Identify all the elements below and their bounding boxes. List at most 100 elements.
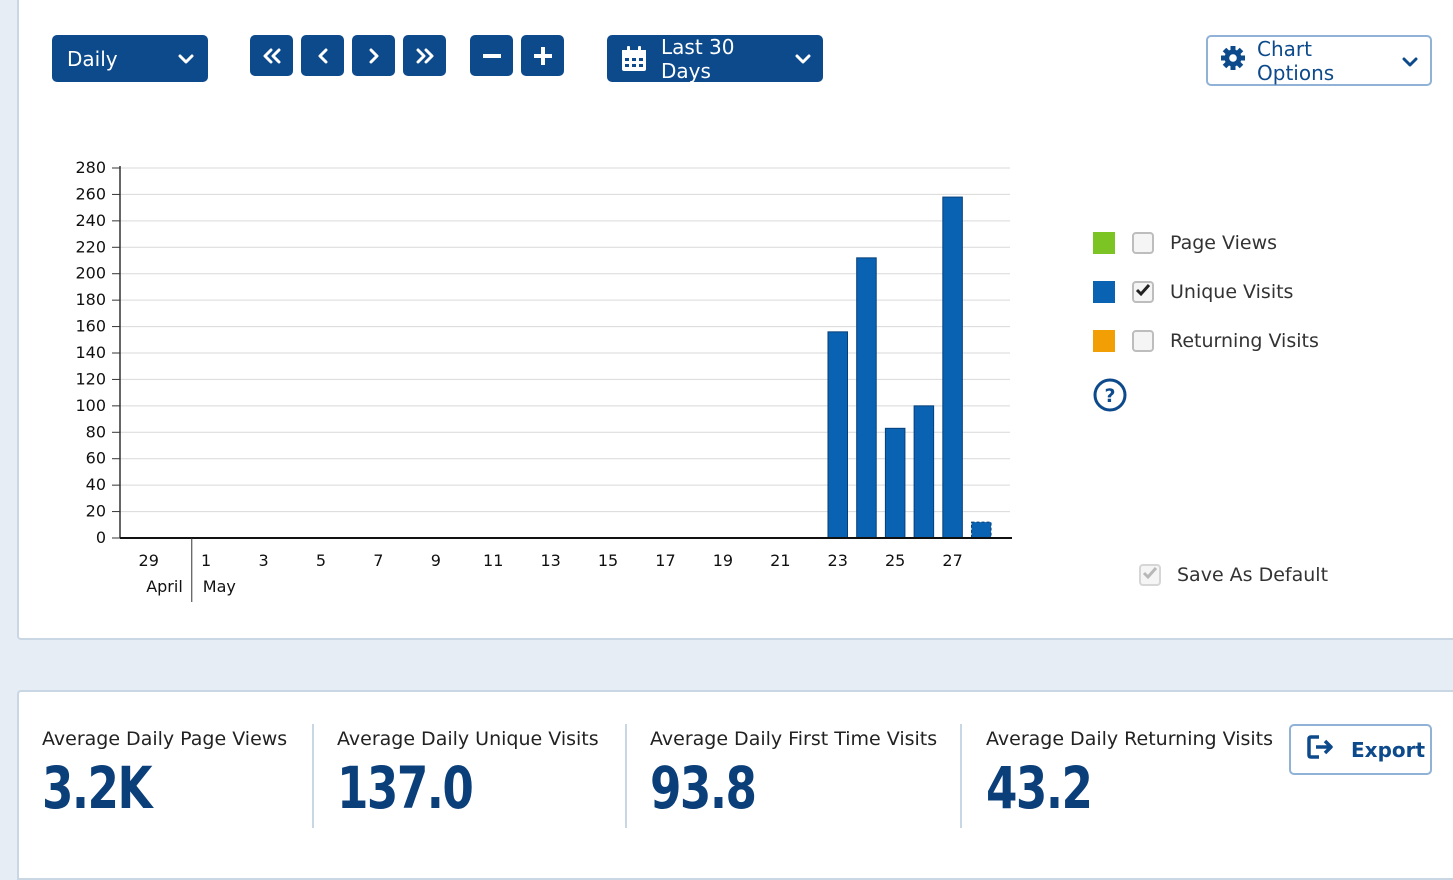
first-page-button[interactable]	[250, 35, 293, 76]
bar[interactable]	[971, 521, 992, 539]
legend-item-page-views: Page Views	[1093, 229, 1277, 257]
y-tick-label: 280	[75, 158, 106, 177]
chevron-down-icon	[795, 53, 811, 65]
interval-select[interactable]: Daily	[52, 35, 208, 82]
legend-item-returning-visits: Returning Visits	[1093, 327, 1319, 355]
help-icon[interactable]: ?	[1093, 378, 1127, 417]
last-page-button[interactable]	[403, 35, 446, 76]
x-tick-label: 25	[885, 551, 905, 570]
gear-icon	[1220, 45, 1246, 76]
bar[interactable]	[884, 427, 906, 539]
legend-label: Page Views	[1170, 232, 1278, 254]
y-tick-label: 100	[75, 396, 106, 415]
y-tick-label: 220	[75, 237, 106, 256]
x-tick-label: 17	[655, 551, 675, 570]
x-tick-label: 13	[540, 551, 560, 570]
legend-item-unique-visits: Unique Visits	[1093, 278, 1293, 306]
checkmark-icon	[1142, 566, 1158, 585]
y-tick-label: 140	[75, 343, 106, 362]
next-button[interactable]	[352, 35, 395, 76]
stat-value: 43.2	[986, 754, 1093, 822]
y-tick-label: 0	[96, 528, 106, 547]
chevron-left-icon	[316, 48, 330, 64]
y-tick-label: 40	[86, 475, 106, 494]
checkmark-icon	[1135, 283, 1151, 302]
interval-select-label: Daily	[67, 46, 118, 71]
svg-text:?: ?	[1104, 385, 1115, 407]
x-tick-label: 3	[258, 551, 268, 570]
stat-label: Average Daily Returning Visits	[986, 728, 1274, 750]
chevron-down-icon	[178, 53, 194, 65]
y-tick-label: 20	[86, 502, 106, 521]
stat-divider	[312, 724, 314, 828]
x-tick-label: 1	[201, 551, 211, 570]
x-tick-label: 23	[828, 551, 848, 570]
stats-panel	[17, 690, 1453, 880]
x-tick-label: 9	[431, 551, 441, 570]
legend-swatch	[1093, 232, 1115, 254]
month-label-may: May	[203, 577, 236, 596]
x-tick-label: 15	[598, 551, 618, 570]
x-tick-label: 29	[139, 551, 159, 570]
x-tick-label: 27	[942, 551, 962, 570]
chart-options-label: Chart Options	[1257, 36, 1335, 85]
chart-options-button[interactable]: Chart Options	[1206, 35, 1432, 86]
stat-label: Average Daily First Time Visits	[650, 728, 938, 750]
double-chevron-right-icon	[414, 48, 436, 64]
zoom-out-button[interactable]	[470, 35, 513, 76]
legend-swatch	[1093, 330, 1115, 352]
x-tick-label: 11	[483, 551, 503, 570]
returning-visits-checkbox[interactable]	[1132, 330, 1154, 352]
stat-label: Average Daily Page Views	[42, 728, 288, 750]
date-range-label: Last 30 Days	[661, 34, 735, 83]
plus-icon	[533, 46, 552, 65]
x-tick-label: 21	[770, 551, 790, 570]
page-views-checkbox[interactable]	[1132, 232, 1154, 254]
save-as-default[interactable]: Save As Default	[1139, 564, 1328, 586]
legend-label: Unique Visits	[1170, 281, 1294, 303]
y-tick-label: 180	[75, 290, 106, 309]
date-range-select[interactable]: Last 30 Days	[607, 34, 823, 83]
month-label-april: April	[146, 577, 183, 596]
y-tick-label: 200	[75, 264, 106, 283]
export-icon	[1307, 734, 1337, 765]
export-button[interactable]: Export	[1289, 724, 1432, 775]
chevron-down-icon	[1402, 49, 1418, 73]
y-tick-label: 60	[86, 449, 106, 468]
stat-first-time-visits: Average Daily First Time Visits 93.8	[650, 728, 937, 818]
legend-swatch	[1093, 281, 1115, 303]
chart-panel	[17, 0, 1453, 640]
stat-divider	[960, 724, 962, 828]
bar[interactable]	[856, 257, 877, 539]
unique-visits-chart: 0 20 40 60 80 100 120 140 160 180 200 220 240 260 280 2…	[75, 158, 1012, 602]
stat-divider	[625, 724, 627, 828]
y-tick-label: 120	[75, 369, 106, 388]
minus-icon	[482, 53, 501, 58]
stat-returning-visits: Average Daily Returning Visits 43.2	[986, 728, 1273, 818]
y-tick-label: 160	[75, 317, 106, 336]
double-chevron-left-icon	[261, 48, 283, 64]
stat-value: 93.8	[650, 754, 757, 822]
zoom-in-button[interactable]	[521, 35, 564, 76]
stat-value: 3.2K	[42, 754, 153, 822]
bar[interactable]	[827, 331, 849, 539]
x-tick-label: 5	[316, 551, 326, 570]
y-tick-label: 80	[86, 422, 106, 441]
previous-button[interactable]	[301, 35, 344, 76]
bar[interactable]	[913, 405, 935, 539]
save-default-label: Save As Default	[1177, 564, 1329, 586]
stat-label: Average Daily Unique Visits	[337, 728, 599, 750]
x-tick-label: 19	[713, 551, 733, 570]
export-label: Export	[1351, 737, 1426, 762]
calendar-icon	[621, 45, 647, 72]
x-tick-label: 7	[373, 551, 383, 570]
chevron-right-icon	[367, 48, 381, 64]
y-tick-label: 240	[75, 211, 106, 230]
stat-page-views: Average Daily Page Views 3.2K	[42, 728, 287, 818]
y-tick-label: 260	[75, 184, 106, 203]
bar[interactable]	[942, 196, 963, 539]
stat-value: 137.0	[337, 754, 474, 822]
unique-visits-checkbox[interactable]	[1132, 281, 1154, 303]
save-default-checkbox[interactable]	[1139, 564, 1161, 586]
legend-label: Returning Visits	[1170, 330, 1319, 352]
